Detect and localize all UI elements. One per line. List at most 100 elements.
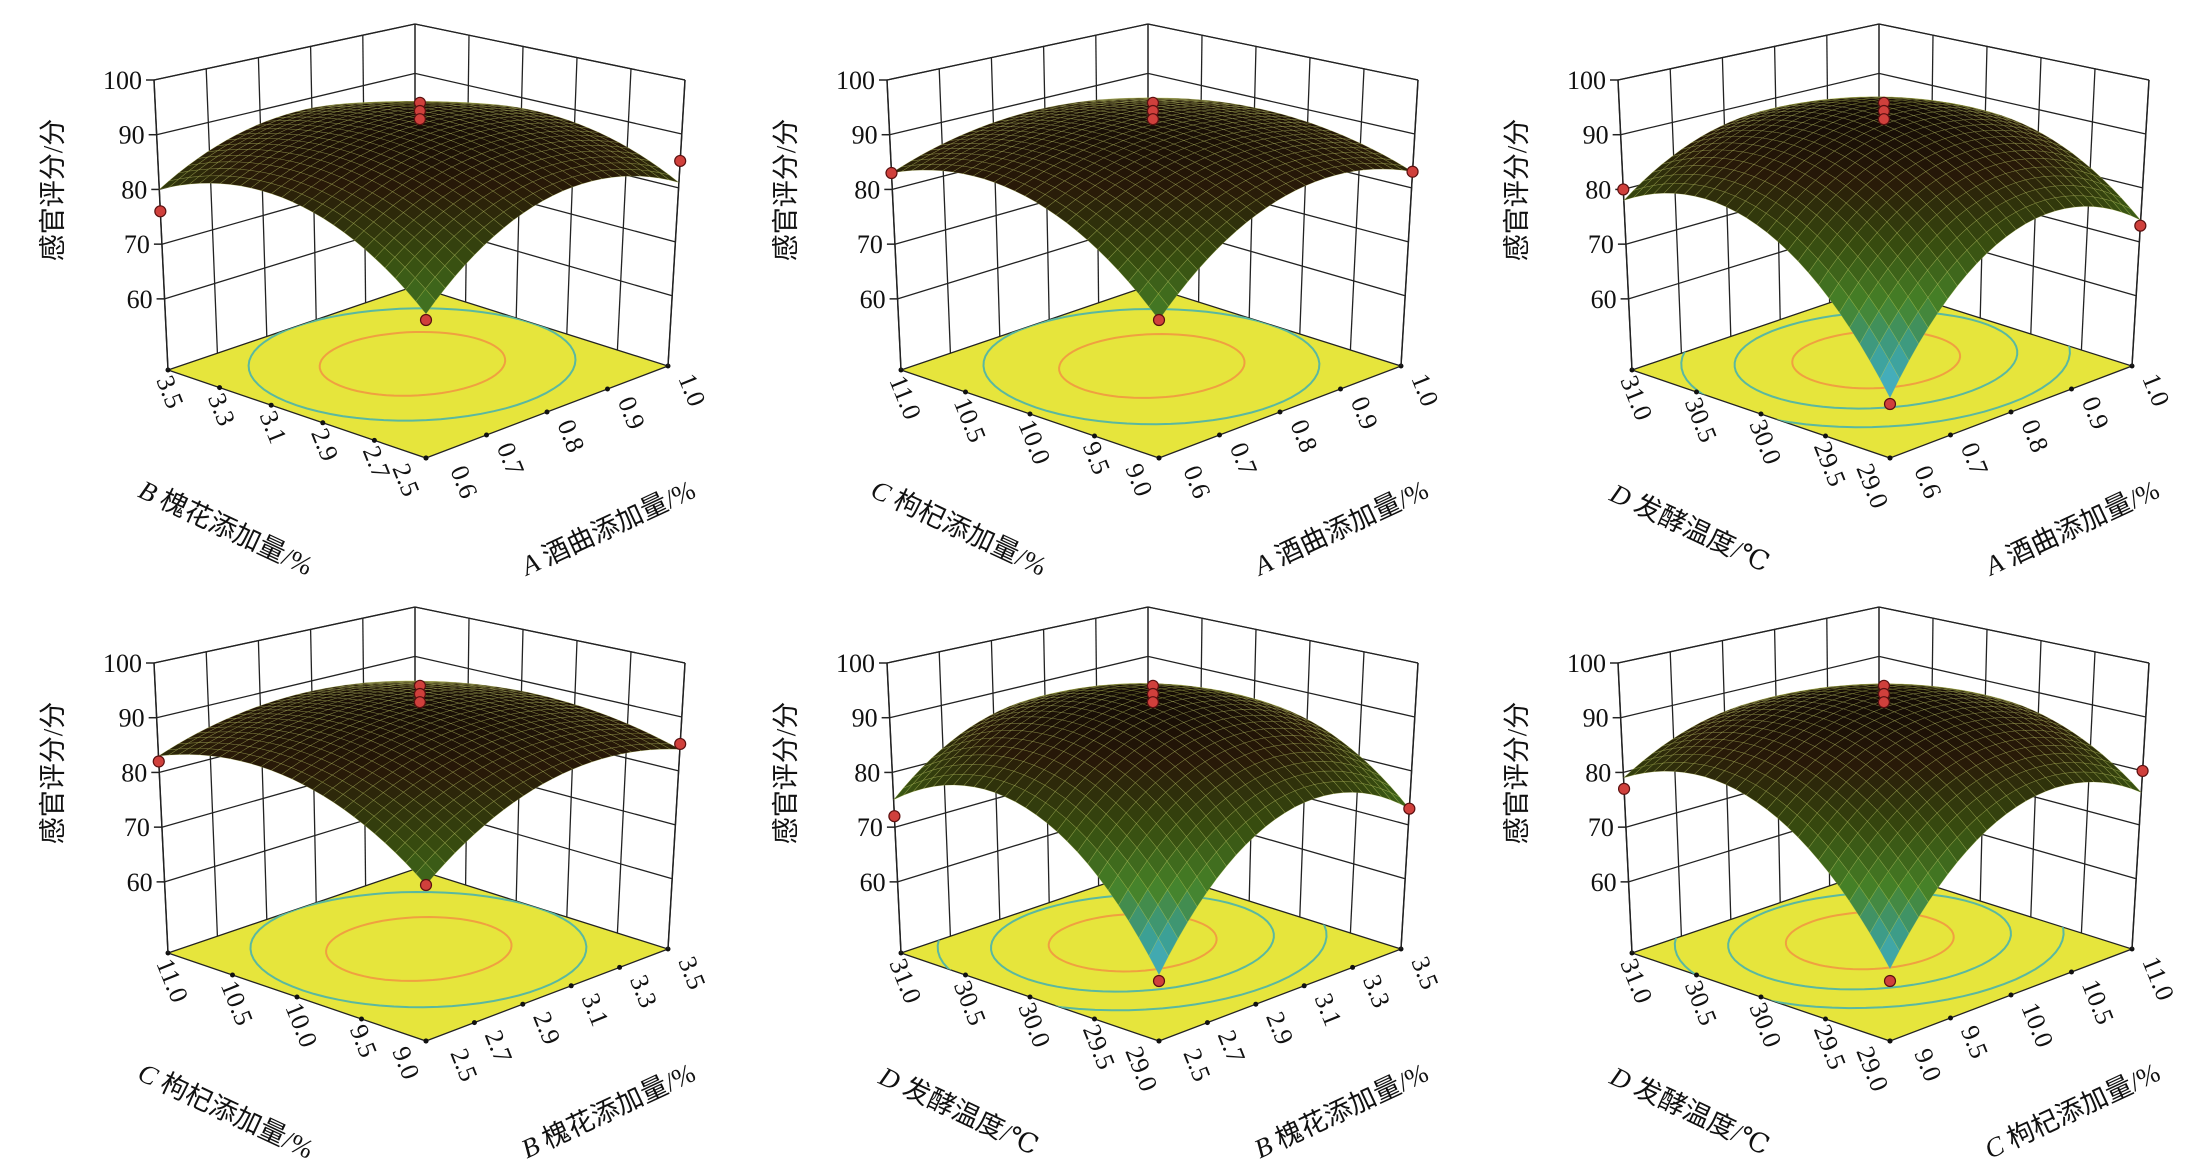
x-tick-mark [569,983,574,988]
z-axis-title: 感官评分/分 [771,702,801,845]
x-axis-letter: A [1979,547,2009,582]
y-tick-label: 2.9 [305,424,344,465]
z-tick-label: 100 [1567,66,1606,95]
y-axis-name: 发酵温度/℃ [898,1072,1043,1161]
x-tick-mark [617,965,622,970]
x-tick-mark [1278,410,1283,415]
x-tick-label: 0.8 [2015,415,2054,456]
response-surface [159,681,680,885]
z-tick-label: 90 [1583,704,1609,733]
y-tick-label: 30.5 [1679,393,1723,446]
design-point [1878,697,1889,708]
x-tick-label: 1.0 [2136,369,2175,410]
design-point [421,315,432,326]
x-tick-mark [472,1020,477,1025]
x-tick-mark [1205,1020,1210,1025]
y-tick-label: 31.0 [1614,371,1658,424]
x-tick-mark [520,1002,525,1007]
x-tick-label: 9.0 [1908,1044,1947,1085]
left-wall-gridline [939,69,950,353]
y-tick-label: 30.5 [1679,976,1723,1029]
y-tick-mark [1028,995,1033,1000]
design-point [1878,114,1889,125]
z-tick-label: 80 [1585,758,1611,787]
z-axis-line [668,663,685,949]
design-point [1619,783,1630,794]
x-tick-label: 0.9 [1345,392,1384,433]
z-tick-label: 100 [103,649,142,678]
y-tick-label: 9.5 [1077,437,1116,478]
wall-top-edge [1618,607,2149,663]
z-tick-label: 100 [103,66,142,95]
y-axis-name: 发酵温度/℃ [1629,1072,1774,1161]
y-tick-label: 10.0 [279,998,323,1051]
y-axis-letter: D [874,1060,906,1096]
y-tick-label: 29.0 [1850,1042,1894,1095]
x-tick-mark [2009,993,2014,998]
left-wall-gridline [1670,69,1681,353]
floor-contour-plane [168,286,668,458]
x-tick-label: 1.0 [1405,369,1444,410]
y-tick-label: 3.3 [202,389,241,430]
y-axis-name: 槐花添加量/% [155,484,317,581]
z-tick-label: 100 [1567,649,1606,678]
x-tick-mark [2069,970,2074,975]
right-wall-gridline [567,641,577,917]
y-tick-mark [963,390,968,395]
y-tick-label: 29.5 [1808,437,1852,490]
y-tick-mark [1888,1039,1893,1044]
z-tick-label: 60 [860,285,886,314]
z-tick-label: 70 [1588,813,1614,842]
x-axis-letter: A [1248,547,1278,582]
z-gridline [154,24,685,80]
z-gridline [887,24,1418,80]
x-tick-label: 2.9 [1260,1008,1299,1049]
z-tick-label: 90 [119,121,145,150]
y-tick-label: 30.0 [1012,998,1056,1051]
design-point [1147,114,1158,125]
z-tick-label: 60 [127,868,153,897]
design-point [1154,976,1165,987]
x-tick-label: 3.5 [672,952,711,993]
y-tick-mark [359,1017,364,1022]
y-tick-label: 29.5 [1077,1020,1121,1073]
y-tick-label: 10.5 [215,976,259,1029]
x-tick-mark [605,387,610,392]
x-tick-label: 0.7 [1955,438,1994,479]
z-gridline [887,607,1418,663]
x-tick-label: 2.7 [479,1026,518,1067]
surface-plot-svg: 60708090100感官评分/分0.60.70.80.91.02.52.72.… [0,0,730,585]
z-axis-line [154,80,168,370]
x-axis-name: 槐花添加量/% [1271,1057,1433,1154]
y-tick-label: 11.0 [150,954,194,1006]
y-tick-mark [1092,1017,1097,1022]
left-wall-gridline [939,652,950,936]
y-tick-mark [217,385,222,390]
x-tick-label: 3.3 [624,971,663,1012]
z-gridline [1618,24,2149,80]
wall-top-edge [154,24,685,80]
x-tick-label: 0.7 [491,438,530,479]
y-tick-mark [1028,412,1033,417]
x-tick-label: 3.5 [1405,952,1444,993]
y-axis-title: D 发酵温度/℃ [1605,1060,1774,1160]
right-wall-gridline [2081,69,2095,350]
z-axis-line [1618,663,1632,953]
y-tick-mark [1823,434,1828,439]
response-surface [1624,684,2142,969]
y-tick-mark [1157,1039,1162,1044]
z-axis-line [154,663,168,953]
x-axis-name: 酒曲添加量/% [2002,474,2164,571]
design-point [421,880,432,891]
z-tick-label: 60 [860,868,886,897]
right-wall-gridline [2081,652,2095,933]
design-point [153,756,164,767]
y-tick-mark [1759,995,1764,1000]
x-axis-title: B 槐花添加量/% [1250,1057,1433,1164]
x-tick-mark [2069,387,2074,392]
x-tick-mark [1948,433,1953,438]
